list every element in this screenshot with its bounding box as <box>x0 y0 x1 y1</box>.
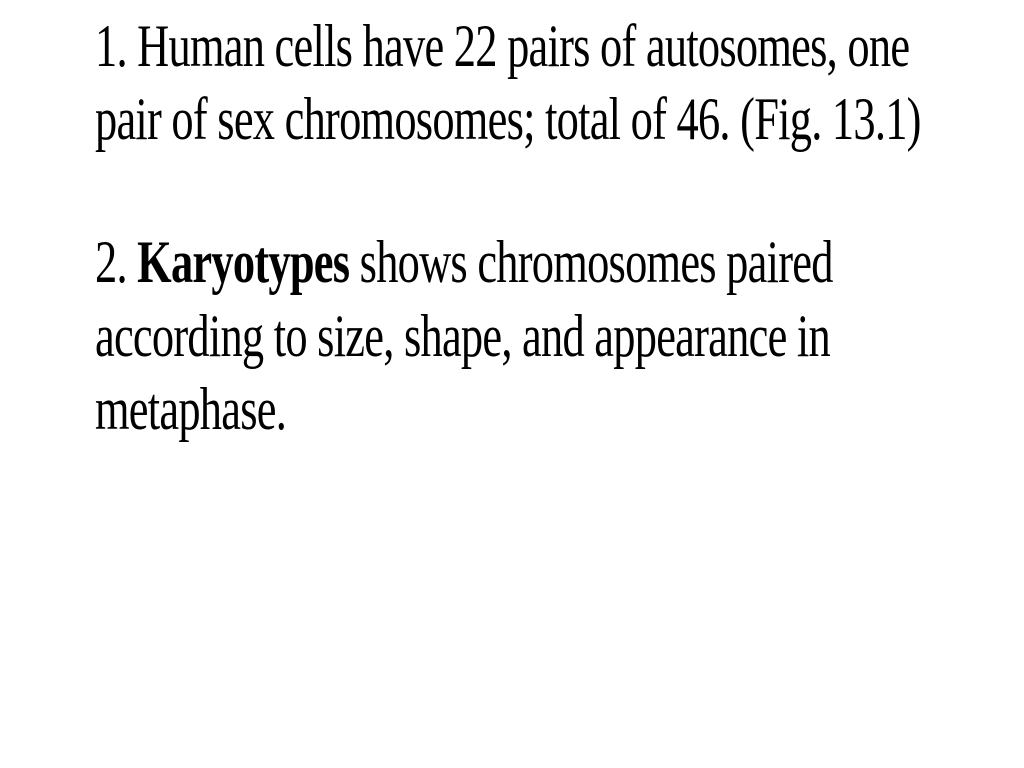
list-item: 2. Karyotypes shows chromosomes paired a… <box>95 226 931 446</box>
list-item: 1. Human cells have 22 pairs of autosome… <box>95 10 931 156</box>
slide-text-block: 1. Human cells have 22 pairs of autosome… <box>95 10 930 516</box>
item-text-run-bold: Karyotypes <box>137 229 349 295</box>
item-number: 1. <box>95 13 137 79</box>
item-number: 2. <box>95 229 137 295</box>
item-text-run: Human cells have 22 pairs of autosomes, … <box>95 13 921 152</box>
